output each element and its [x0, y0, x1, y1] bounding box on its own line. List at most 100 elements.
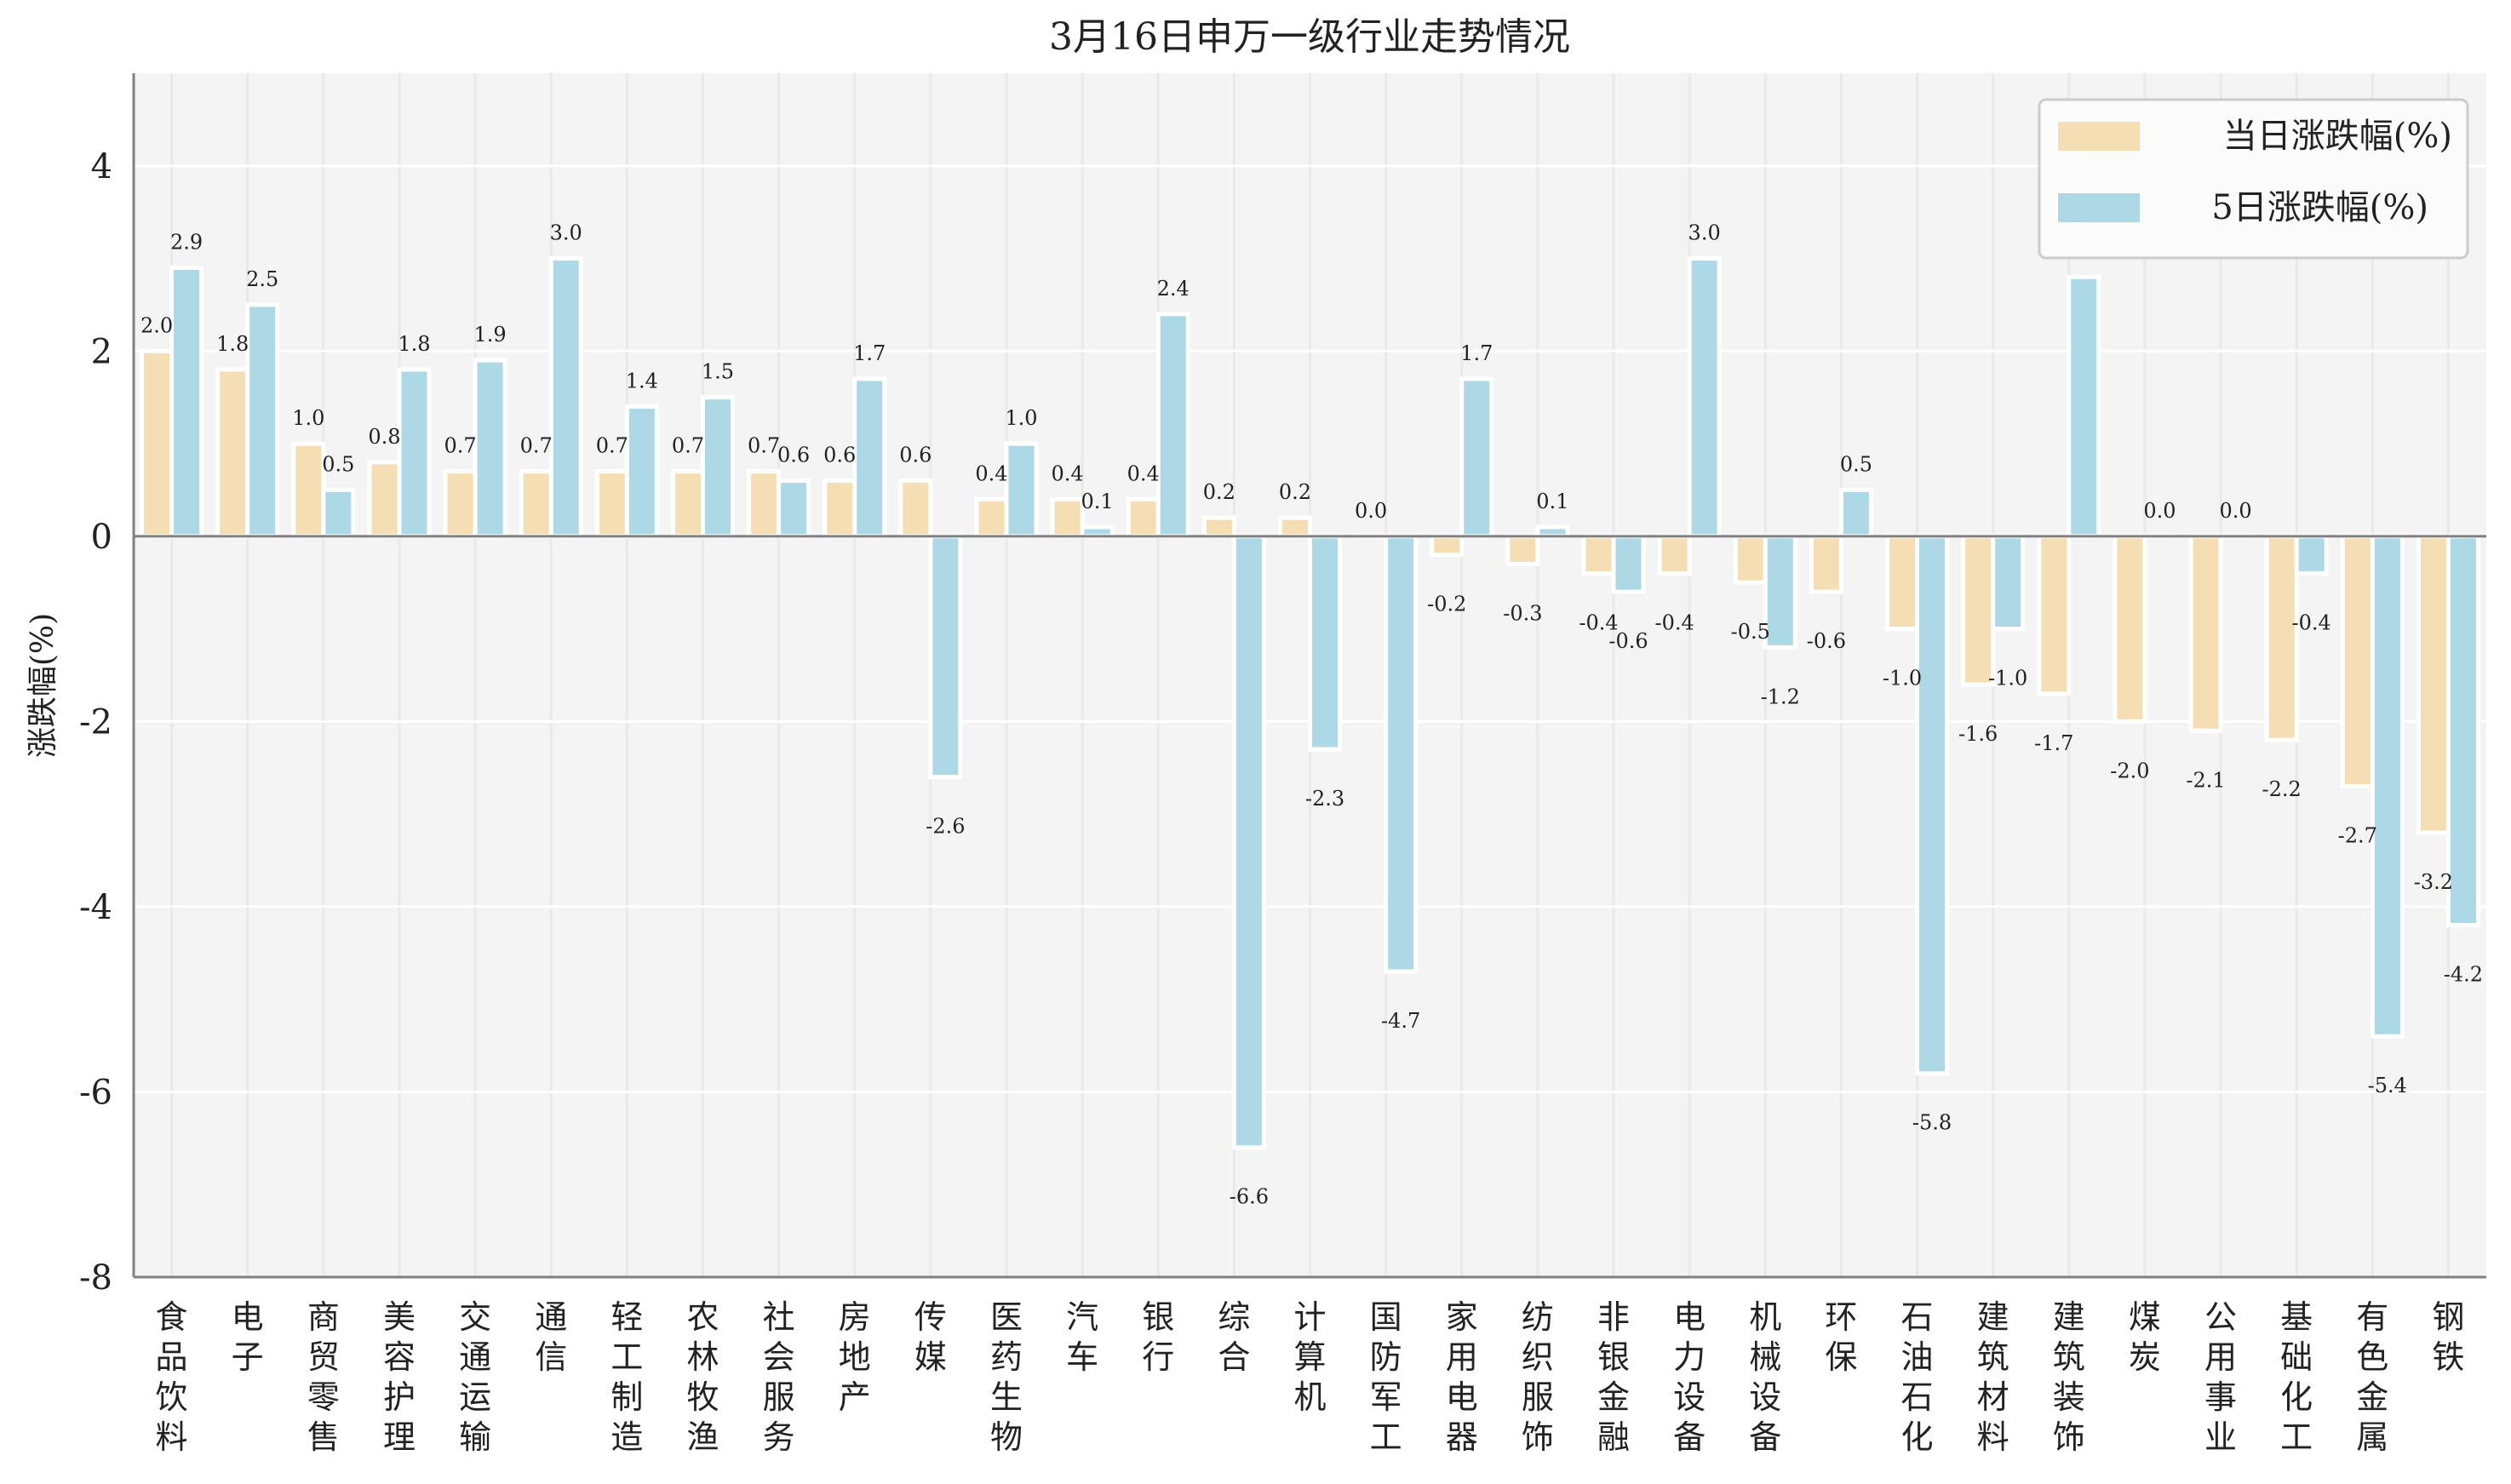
x-category-label: 公用事业: [2204, 1298, 2237, 1456]
bar-daily-21: [1733, 534, 1768, 585]
bar-daily-4: [443, 469, 478, 539]
bar-daily-15: [1278, 515, 1312, 539]
y-tick-label: 4: [91, 147, 112, 186]
x-category-label: 煤炭: [2129, 1298, 2161, 1376]
data-label-5day-19: -0.6: [1608, 629, 1648, 653]
y-tick-label: -6: [79, 1073, 112, 1112]
bar-5day-13: [1155, 312, 1190, 539]
bar-daily-26: [2113, 534, 2147, 724]
data-label-daily-14: 0.2: [1203, 480, 1235, 504]
bar-daily-6: [594, 469, 629, 539]
data-label-daily-4: 0.7: [444, 434, 476, 458]
bar-5day-18: [1535, 524, 1570, 539]
data-label-5day-29: -5.4: [2368, 1074, 2407, 1097]
bar-5day-11: [1004, 441, 1039, 539]
x-category-label: 有色金属: [2356, 1298, 2388, 1456]
data-label-daily-23: -1.0: [1883, 667, 1922, 690]
data-label-5day-13: 2.4: [1157, 277, 1190, 301]
axes: [132, 73, 2486, 1279]
data-label-daily-0: 2.0: [140, 313, 173, 337]
bar-5day-2: [321, 487, 356, 539]
y-tick-label: -8: [79, 1258, 112, 1298]
data-label-daily-6: 0.7: [596, 434, 628, 458]
data-label-daily-15: 0.2: [1279, 480, 1311, 504]
data-label-daily-10: 0.6: [899, 444, 932, 467]
bar-5day-4: [473, 358, 507, 539]
data-label-daily-7: 0.7: [672, 434, 704, 458]
data-label-daily-22: -0.6: [1807, 629, 1846, 653]
data-label-5day-4: 1.9: [473, 323, 506, 347]
x-category-label: 银行: [1142, 1298, 1174, 1376]
x-category-label: 农林牧渔: [686, 1298, 719, 1456]
data-label-daily-5: 0.7: [520, 434, 553, 458]
data-label-5day-26: 0.0: [2143, 499, 2176, 523]
bar-5day-23: [1915, 534, 1950, 1076]
bar-daily-18: [1505, 534, 1540, 566]
bar-daily-5: [519, 469, 553, 539]
bar-daily-19: [1581, 534, 1616, 576]
bar-daily-11: [974, 496, 1009, 539]
bar-daily-14: [1201, 515, 1236, 539]
bar-daily-29: [2340, 534, 2375, 789]
bar-daily-0: [140, 348, 175, 539]
data-label-daily-2: 1.0: [292, 406, 324, 430]
bar-daily-1: [215, 367, 250, 539]
bar-5day-16: [1384, 534, 1419, 974]
bar-daily-30: [2416, 534, 2451, 835]
bar-5day-7: [700, 395, 735, 539]
x-category-label: 计算机: [1293, 1298, 1326, 1416]
legend-label-daily: 当日涨跌幅(%): [2223, 117, 2452, 156]
data-label-daily-24: -1.6: [1958, 722, 1998, 746]
bar-5day-30: [2445, 534, 2480, 928]
bar-5day-24: [1991, 534, 2026, 632]
bar-daily-8: [747, 469, 782, 539]
x-category-label: 国防军工: [1370, 1298, 1402, 1456]
bar-daily-3: [367, 460, 402, 539]
bar-5day-20: [1687, 256, 1722, 539]
x-category-label: 房地产: [839, 1298, 871, 1416]
x-category-label: 纺织服饰: [1522, 1298, 1554, 1456]
x-category-label: 汽车: [1066, 1298, 1098, 1376]
data-label-5day-14: -6.6: [1230, 1185, 1269, 1209]
bar-daily-27: [2188, 534, 2223, 733]
data-label-5day-24: -1.0: [1988, 667, 2027, 690]
y-tick-label: 2: [91, 332, 112, 371]
x-category-label: 电力设备: [1673, 1298, 1706, 1456]
legend-swatch-5day: [2056, 192, 2141, 224]
data-label-daily-3: 0.8: [368, 425, 400, 449]
data-label-5day-3: 1.8: [398, 332, 430, 356]
bar-daily-23: [1885, 534, 1920, 632]
x-category-label: 环保: [1825, 1298, 1857, 1376]
data-label-5day-27: 0.0: [2219, 499, 2251, 523]
data-label-5day-1: 2.5: [246, 267, 278, 291]
data-label-daily-1: 1.8: [216, 332, 249, 356]
x-category-label: 交通运输: [459, 1298, 491, 1456]
data-label-5day-23: -5.8: [1912, 1111, 1952, 1135]
x-category-label: 轻工制造: [611, 1298, 643, 1456]
y-axis-label: 涨跌幅(%): [26, 613, 60, 758]
data-label-daily-9: 0.6: [823, 444, 856, 467]
bar-5day-28: [2294, 534, 2329, 576]
bar-daily-10: [898, 478, 933, 539]
x-category-label: 建筑材料: [1977, 1298, 2009, 1456]
bar-5day-8: [777, 478, 811, 539]
y-tick-label: 0: [91, 518, 112, 557]
x-category-label: 电子: [232, 1298, 264, 1376]
data-label-5day-18: 0.1: [1536, 490, 1568, 513]
bar-daily-28: [2264, 534, 2299, 742]
data-label-daily-30: -3.2: [2414, 870, 2453, 894]
data-label-daily-16: 0.0: [1355, 499, 1387, 523]
bar-daily-22: [1809, 534, 1843, 594]
bar-5day-10: [928, 534, 963, 780]
x-category-label: 美容护理: [383, 1298, 416, 1456]
bar-5day-9: [852, 376, 887, 539]
data-label-5day-17: 1.7: [1460, 341, 1493, 365]
data-label-5day-5: 3.0: [550, 221, 582, 245]
bar-daily-20: [1657, 534, 1692, 576]
data-label-daily-26: -2.0: [2110, 759, 2149, 782]
bar-daily-12: [1050, 496, 1085, 539]
data-label-daily-20: -0.4: [1655, 610, 1694, 634]
data-label-daily-21: -0.5: [1731, 620, 1770, 644]
bar-5day-14: [1231, 534, 1266, 1150]
